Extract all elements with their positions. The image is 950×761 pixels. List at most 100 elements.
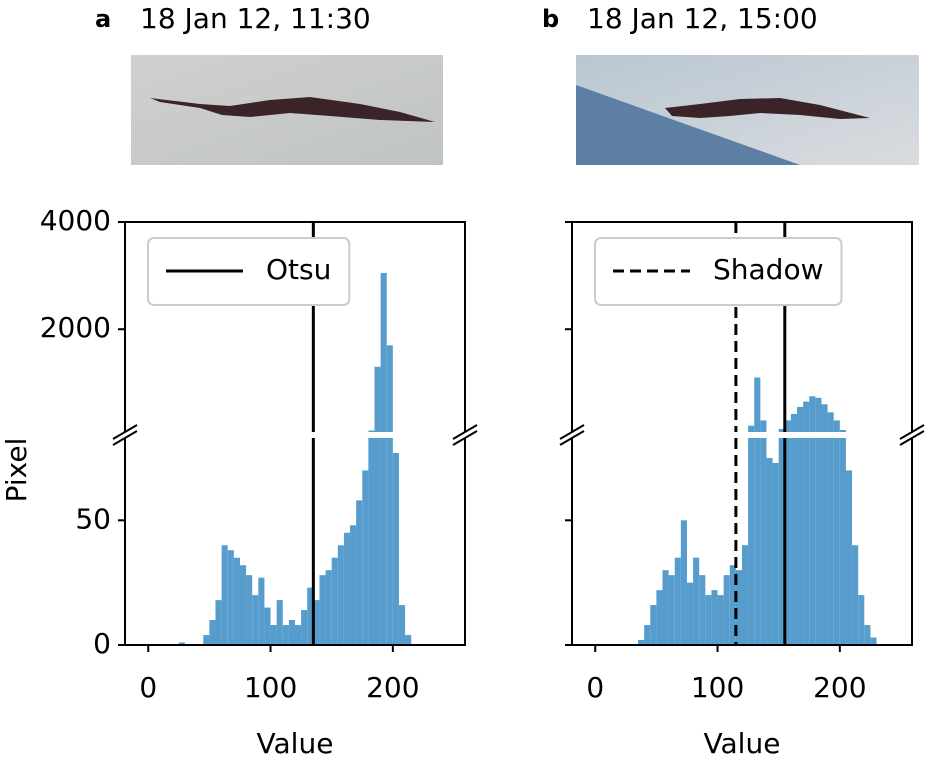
bar <box>264 607 271 645</box>
break-mark <box>559 430 585 446</box>
bar <box>711 590 718 645</box>
break-mark <box>899 424 925 440</box>
bar <box>178 642 185 645</box>
bar <box>356 500 363 645</box>
bar <box>301 610 308 645</box>
bar <box>209 620 216 645</box>
bar <box>650 605 657 645</box>
y-tick-label: 4000 <box>40 204 111 237</box>
bar <box>331 557 338 645</box>
bar <box>203 635 210 645</box>
bar <box>398 605 406 645</box>
bar <box>313 600 320 645</box>
bar-upper <box>797 406 804 432</box>
bar <box>362 470 369 645</box>
bar <box>680 520 687 645</box>
bar <box>766 457 773 645</box>
break-mark <box>899 430 925 446</box>
bar <box>833 438 840 645</box>
bar <box>772 462 779 645</box>
bar <box>742 545 749 645</box>
x-axis-label: Value <box>704 727 781 760</box>
legend-label: Shadow <box>713 253 823 286</box>
bar <box>827 438 834 645</box>
legend: Shadow <box>594 237 843 306</box>
bar <box>803 438 810 645</box>
legend-box <box>147 237 351 306</box>
thumbnail-b <box>576 55 919 165</box>
chart-title: 18 Jan 12, 11:30 <box>140 2 371 35</box>
bar <box>815 438 822 645</box>
bar-upper <box>748 425 755 432</box>
bar <box>674 557 681 645</box>
bar <box>221 545 228 645</box>
axis-frame-upper <box>571 221 913 432</box>
bar <box>852 545 859 645</box>
bar <box>754 438 761 645</box>
bar <box>699 575 706 645</box>
bar <box>760 438 767 645</box>
bar <box>784 438 791 645</box>
y-tick-label: 2000 <box>40 311 111 344</box>
bar <box>778 438 785 645</box>
bar-upper <box>778 428 785 432</box>
bar <box>693 557 700 645</box>
bar-upper <box>809 396 816 432</box>
x-axis-label: Value <box>257 727 334 760</box>
bar <box>729 565 736 645</box>
bar <box>319 575 326 645</box>
x-tick-label: 200 <box>813 671 866 704</box>
bar <box>797 438 804 645</box>
bar <box>325 570 332 645</box>
bar <box>790 438 798 645</box>
axis-frame-upper <box>124 221 466 432</box>
y-tick-label: 50 <box>75 502 111 535</box>
bar <box>258 577 265 645</box>
bar <box>870 637 877 645</box>
bar <box>864 625 871 645</box>
bar <box>288 620 295 645</box>
bar <box>233 557 240 645</box>
legend-box <box>594 237 843 306</box>
bar-upper <box>380 272 387 432</box>
bar-upper <box>803 401 810 432</box>
bar <box>343 532 351 645</box>
break-mark <box>112 430 138 446</box>
bar <box>662 570 669 645</box>
bar <box>405 635 412 645</box>
bar <box>252 595 259 645</box>
legend-label: Otsu <box>266 253 331 286</box>
bar <box>839 438 846 645</box>
bar <box>368 438 375 645</box>
bar <box>276 600 283 645</box>
legend: Otsu <box>147 237 351 306</box>
bar <box>845 470 853 645</box>
bar <box>735 570 742 645</box>
bar-upper <box>386 345 393 432</box>
bar-upper <box>754 377 761 432</box>
bar-upper <box>790 413 798 432</box>
bar <box>227 550 234 645</box>
bar <box>748 438 755 645</box>
break-mark <box>452 424 478 440</box>
bar <box>858 595 865 645</box>
bar-upper <box>784 420 791 432</box>
bar <box>380 438 387 645</box>
thumbnail-a <box>131 55 443 165</box>
panel-label: b <box>542 5 559 33</box>
bar <box>656 590 663 645</box>
bar <box>270 625 277 645</box>
bar <box>638 640 645 645</box>
bar <box>644 625 651 645</box>
bar-upper <box>374 366 381 432</box>
bar <box>282 625 289 645</box>
axis-frame-lower <box>571 438 913 646</box>
bar-upper <box>833 420 840 432</box>
bar-upper <box>815 397 822 432</box>
bar <box>246 575 253 645</box>
x-tick-label: 100 <box>244 671 297 704</box>
bar <box>723 575 730 645</box>
bar-upper <box>821 404 828 432</box>
